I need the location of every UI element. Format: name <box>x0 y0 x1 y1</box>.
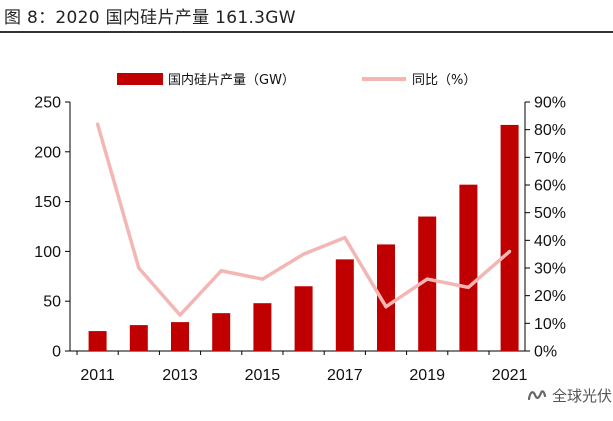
bar-2015 <box>253 303 272 351</box>
line-point-2019 <box>425 277 429 281</box>
line-point-2016 <box>302 252 306 256</box>
wechat-channel-icon <box>527 390 547 401</box>
y-right-tick-label: 40% <box>534 233 566 250</box>
line-point-2013 <box>178 313 182 317</box>
bar-2020 <box>459 184 478 351</box>
line-point-2018 <box>384 305 388 309</box>
x-tick-label: 2019 <box>409 367 445 384</box>
y-right-tick-label: 90% <box>534 95 566 112</box>
y-left-tick-label: 50 <box>43 294 61 311</box>
x-tick-label: 2021 <box>492 367 528 384</box>
line-point-2011 <box>96 122 100 126</box>
line-point-2021 <box>508 249 512 253</box>
y-right-tick-label: 0% <box>534 344 557 361</box>
bar-2018 <box>377 244 395 351</box>
y-left-tick-label: 150 <box>34 194 61 211</box>
x-tick-label: 2011 <box>80 367 115 384</box>
line-point-2012 <box>137 266 141 270</box>
y-right-tick-label: 50% <box>534 205 566 222</box>
legend-label-line: 同比（%） <box>412 73 476 88</box>
y-left-tick-label: 250 <box>34 95 61 112</box>
title-divider <box>0 31 613 33</box>
y-left-tick-label: 100 <box>34 244 61 261</box>
y-left-tick-label: 200 <box>34 144 61 161</box>
y-right-tick-label: 30% <box>534 261 566 278</box>
watermark: 全球光伏 <box>526 384 612 406</box>
x-tick-label: 2013 <box>162 367 198 384</box>
line-point-2020 <box>466 285 470 289</box>
y-right-tick-label: 80% <box>534 122 566 139</box>
bar-2012 <box>129 325 148 351</box>
bar-2014 <box>212 313 231 351</box>
line-point-2015 <box>260 277 264 281</box>
y-left-tick-label: 0 <box>52 344 61 361</box>
watermark-text: 全球光伏 <box>552 386 613 405</box>
y-right-tick-label: 70% <box>534 150 566 167</box>
bar-2011 <box>88 331 107 351</box>
bar-2017 <box>335 259 354 351</box>
legend-swatch-bar <box>117 73 163 85</box>
line-point-2017 <box>343 235 347 240</box>
bar-2021 <box>500 124 519 352</box>
legend-label-bar: 国内硅片产量（GW） <box>168 72 295 88</box>
x-tick-label: 2017 <box>327 367 363 384</box>
bar-2013 <box>171 322 189 351</box>
y-right-tick-label: 60% <box>534 178 566 195</box>
line-point-2014 <box>219 269 223 273</box>
bar-2019 <box>418 216 437 351</box>
figure-title: 图 8：2020 国内硅片产量 161.3GW <box>4 8 296 28</box>
y-right-tick-label: 20% <box>534 288 566 305</box>
y-right-tick-label: 10% <box>534 316 566 333</box>
x-tick-label: 2015 <box>245 367 281 384</box>
bar-2016 <box>294 286 313 351</box>
